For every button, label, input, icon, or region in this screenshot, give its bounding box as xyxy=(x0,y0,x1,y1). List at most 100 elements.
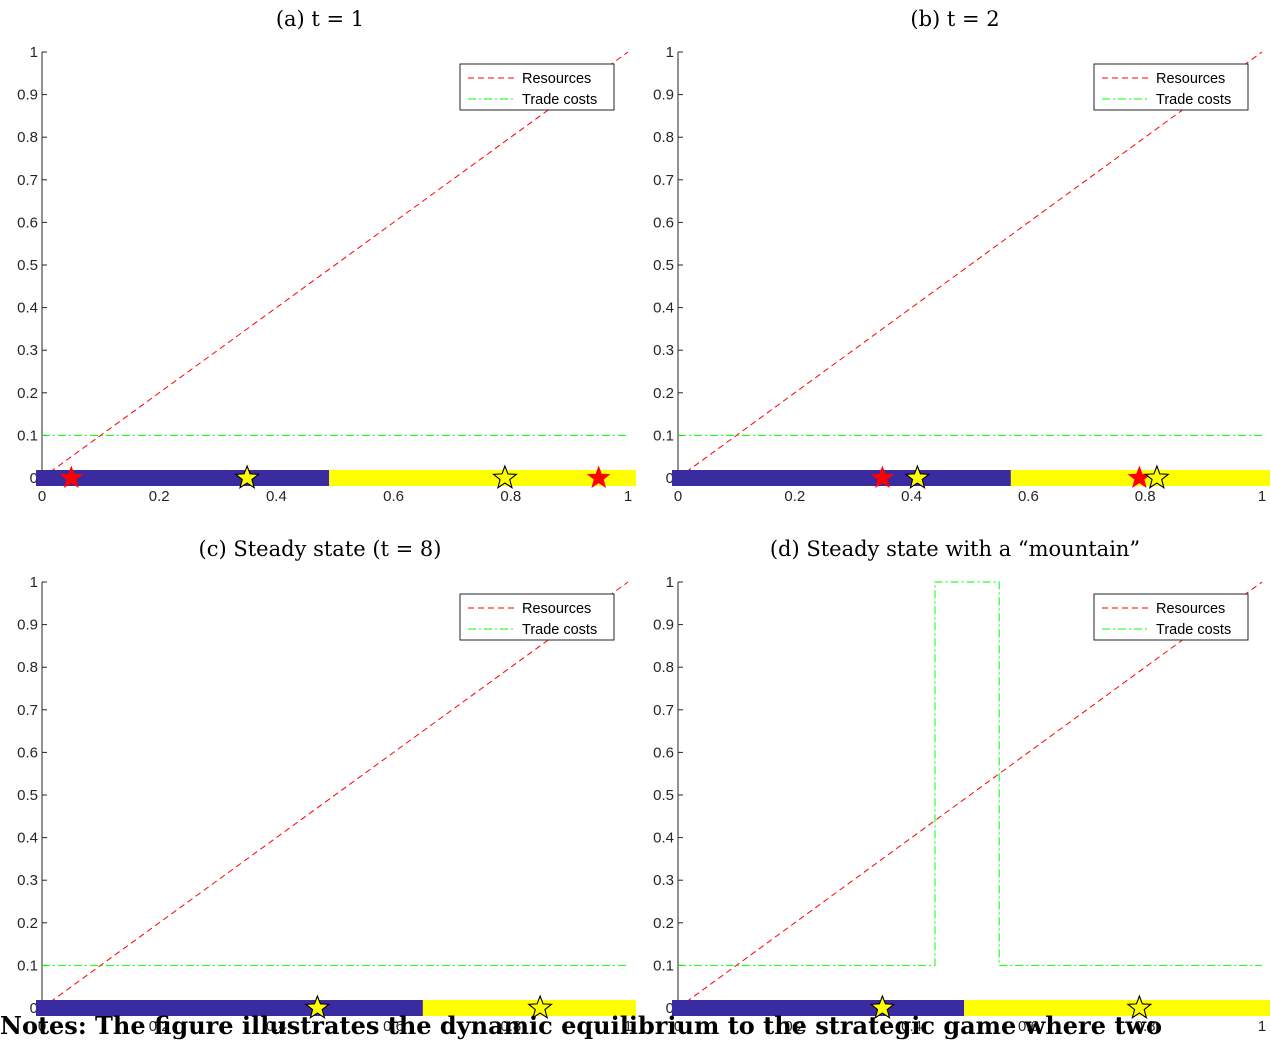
x-tick-label: 0.8 xyxy=(1135,488,1156,505)
x-tick-label: 0.2 xyxy=(149,1018,170,1035)
legend-label: Resources xyxy=(1156,601,1225,617)
series-line-0 xyxy=(677,581,1263,1009)
series-line-1 xyxy=(678,581,1262,966)
y-tick-label: 0.2 xyxy=(17,385,38,402)
x-tick-label: 0 xyxy=(38,1018,46,1035)
open-star-marker xyxy=(234,464,260,489)
y-tick-label: 0.4 xyxy=(653,300,674,317)
chart-panel-2: (b) t = 2 0 0.1 0.2 0.3 0.4 0.5 0.6 0.7 0.8 0.9 1 0 0… xyxy=(653,7,1270,505)
y-tick-label: 0.7 xyxy=(653,702,674,719)
open-star-marker xyxy=(869,994,896,1019)
chart-panel-4: (d) Steady state with a “mountain” 0 0.1 0.… xyxy=(653,537,1270,1035)
y-tick-label: 1 xyxy=(30,574,38,591)
y-tick-label: 0.9 xyxy=(17,617,38,634)
x-tick-label: 0.8 xyxy=(500,488,521,505)
territory-segment xyxy=(964,1000,1270,1016)
x-tick-label: 0.8 xyxy=(500,1018,521,1035)
y-tick-label: 0.9 xyxy=(653,617,674,634)
x-tick-label: 0.4 xyxy=(266,1018,287,1035)
filled-star-marker xyxy=(59,465,84,489)
x-tick-label: 0 xyxy=(674,488,682,505)
y-tick-label: 0.5 xyxy=(653,787,674,804)
y-tick-label: 0.2 xyxy=(17,915,38,932)
y-tick-label: 1 xyxy=(30,44,38,61)
chart-panel-1: (a) t = 1 0 0.1 0.2 0.3 0.4 0.5 0.6 0.7 0.8 0.9 1 0 0… xyxy=(17,7,636,505)
x-tick-label: 0.4 xyxy=(266,488,287,505)
legend-label: Resources xyxy=(1156,71,1225,87)
legend-label: Trade costs xyxy=(522,92,597,108)
filled-star-marker xyxy=(870,465,895,489)
y-tick-label: 0.7 xyxy=(653,172,674,189)
x-tick-label: 0.6 xyxy=(1018,488,1039,505)
chart-panel-3: (c) Steady state (t = 8) 0 0.1 0.2 0.3 0.4 0.5… xyxy=(17,537,636,1035)
panel-title: (c) Steady state (t = 8) xyxy=(199,537,442,561)
x-tick-label: 0.8 xyxy=(1135,1018,1156,1035)
x-tick-label: 0.4 xyxy=(901,488,922,505)
x-tick-label: 0.6 xyxy=(383,1018,404,1035)
x-tick-label: 0.2 xyxy=(784,488,805,505)
x-tick-label: 0.6 xyxy=(1018,1018,1039,1035)
y-tick-label: 0 xyxy=(666,1000,674,1017)
x-tick-label: 0.2 xyxy=(784,1018,805,1035)
y-tick-label: 0.2 xyxy=(653,385,674,402)
series-line-0 xyxy=(41,581,629,1009)
y-tick-label: 0.3 xyxy=(653,342,674,359)
territory-segment xyxy=(329,470,636,486)
x-tick-label: 0 xyxy=(674,1018,682,1035)
y-tick-label: 0.8 xyxy=(17,129,38,146)
y-tick-label: 0.5 xyxy=(17,787,38,804)
x-tick-label: 1 xyxy=(1258,1018,1266,1035)
series-line-0 xyxy=(41,51,629,479)
panel-title: (d) Steady state with a “mountain” xyxy=(770,537,1140,561)
y-tick-label: 0.8 xyxy=(653,659,674,676)
y-tick-label: 0.7 xyxy=(17,172,38,189)
y-tick-label: 0.3 xyxy=(17,342,38,359)
y-tick-label: 1 xyxy=(666,574,674,591)
y-tick-label: 0.6 xyxy=(653,214,674,231)
y-tick-label: 0.8 xyxy=(653,129,674,146)
y-tick-label: 0.5 xyxy=(17,257,38,274)
x-tick-label: 1 xyxy=(1258,488,1266,505)
open-star-marker xyxy=(904,464,931,489)
y-tick-label: 0 xyxy=(30,470,38,487)
legend: Resources Trade costs xyxy=(459,63,615,111)
y-tick-label: 0.7 xyxy=(17,702,38,719)
y-tick-label: 0.4 xyxy=(17,300,38,317)
x-tick-label: 1 xyxy=(624,488,632,505)
territory-segment xyxy=(672,470,1011,486)
filled-star-marker xyxy=(586,465,611,489)
y-tick-label: 0.4 xyxy=(653,830,674,847)
panel-title: (a) t = 1 xyxy=(276,7,364,31)
legend-label: Resources xyxy=(522,601,591,617)
y-tick-label: 0 xyxy=(30,1000,38,1017)
x-tick-label: 0.2 xyxy=(149,488,170,505)
y-tick-label: 0.3 xyxy=(653,872,674,889)
x-tick-label: 0.4 xyxy=(901,1018,922,1035)
x-tick-label: 1 xyxy=(624,1018,632,1035)
y-tick-label: 1 xyxy=(666,44,674,61)
y-tick-label: 0.9 xyxy=(653,87,674,104)
territory-segment xyxy=(422,1000,636,1016)
x-tick-label: 0 xyxy=(38,488,46,505)
territory-segment xyxy=(36,470,330,486)
figure-note: Notes: The figure illustrates the dynami… xyxy=(0,1011,1162,1040)
open-star-marker xyxy=(1126,994,1153,1019)
legend-label: Resources xyxy=(522,71,591,87)
y-tick-label: 0.4 xyxy=(17,830,38,847)
y-tick-label: 0.6 xyxy=(17,744,38,761)
legend: Resources Trade costs xyxy=(1093,593,1249,641)
y-tick-label: 0.1 xyxy=(653,957,674,974)
open-star-marker xyxy=(304,994,331,1019)
y-tick-label: 0.6 xyxy=(653,744,674,761)
series-line-0 xyxy=(677,51,1263,479)
y-tick-label: 0.5 xyxy=(653,257,674,274)
open-star-marker xyxy=(492,464,518,489)
y-tick-label: 0.3 xyxy=(17,872,38,889)
y-tick-label: 0.2 xyxy=(653,915,674,932)
y-tick-label: 0.1 xyxy=(17,957,38,974)
open-star-marker xyxy=(527,994,553,1019)
legend: Resources Trade costs xyxy=(459,593,615,641)
legend-label: Trade costs xyxy=(1156,622,1231,638)
legend-label: Trade costs xyxy=(522,622,597,638)
